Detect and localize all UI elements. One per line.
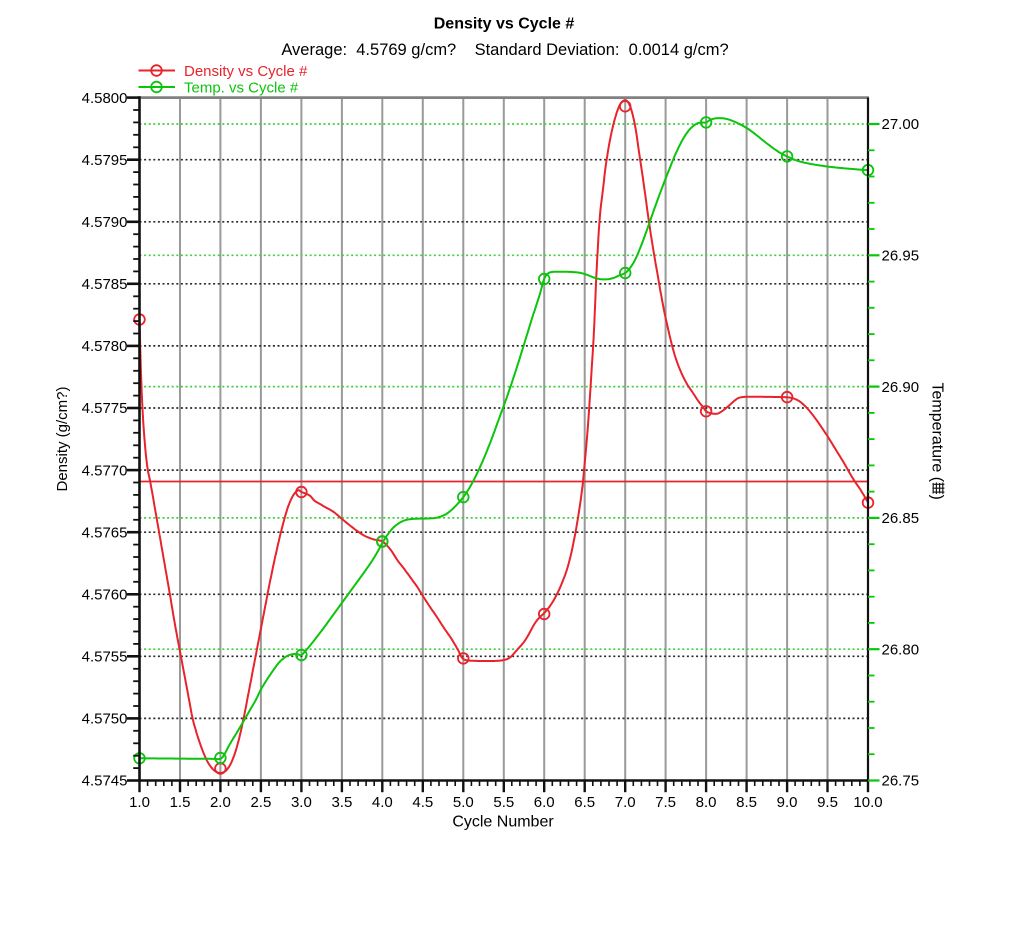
- svg-text:4.5770: 4.5770: [82, 462, 128, 479]
- svg-text:4.5765: 4.5765: [82, 524, 128, 541]
- svg-text:4.5800: 4.5800: [82, 90, 128, 107]
- svg-text:1.5: 1.5: [170, 794, 191, 811]
- svg-text:4.5745: 4.5745: [82, 773, 128, 790]
- svg-text:6.0: 6.0: [534, 794, 555, 811]
- svg-text:4.5790: 4.5790: [82, 214, 128, 231]
- svg-text:26.90: 26.90: [882, 379, 920, 396]
- svg-text:Temperature (: Temperature (: [928, 383, 945, 483]
- svg-text:8.5: 8.5: [736, 794, 757, 811]
- svg-text:Density vs Cycle #: Density vs Cycle #: [434, 16, 575, 33]
- svg-text:Density vs Cycle #: Density vs Cycle #: [184, 63, 308, 80]
- svg-text:4.5795: 4.5795: [82, 152, 128, 169]
- svg-text:Density (g/cm?): Density (g/cm?): [54, 386, 71, 491]
- svg-text:4.5785: 4.5785: [82, 276, 128, 293]
- svg-text:26.95: 26.95: [882, 248, 920, 265]
- svg-text:26.75: 26.75: [882, 773, 920, 790]
- svg-text:4.5780: 4.5780: [82, 338, 128, 355]
- svg-text:4.0: 4.0: [372, 794, 393, 811]
- svg-text:4.5760: 4.5760: [82, 587, 128, 604]
- svg-text:26.80: 26.80: [882, 641, 920, 658]
- svg-text:): ): [928, 495, 945, 500]
- svg-text:10.0: 10.0: [853, 794, 882, 811]
- svg-text:7.0: 7.0: [615, 794, 636, 811]
- svg-text:27.00: 27.00: [882, 116, 920, 133]
- svg-text:4.5750: 4.5750: [82, 711, 128, 728]
- svg-text:7.5: 7.5: [655, 794, 676, 811]
- svg-text:5.5: 5.5: [493, 794, 514, 811]
- svg-text:4.5775: 4.5775: [82, 400, 128, 417]
- svg-text:1.0: 1.0: [129, 794, 150, 811]
- svg-text:3.0: 3.0: [291, 794, 312, 811]
- svg-text:2.5: 2.5: [250, 794, 271, 811]
- svg-text:4.5755: 4.5755: [82, 649, 128, 666]
- svg-text:3.5: 3.5: [331, 794, 352, 811]
- svg-text:8.0: 8.0: [696, 794, 717, 811]
- svg-text:Average: 4.5769 g/cm? Stan: Average: 4.5769 g/cm? Standard Deviation…: [281, 41, 728, 59]
- svg-text:9.5: 9.5: [817, 794, 838, 811]
- svg-text:26.85: 26.85: [882, 510, 920, 527]
- svg-text:2.0: 2.0: [210, 794, 231, 811]
- svg-text:Temp. vs Cycle #: Temp. vs Cycle #: [184, 80, 299, 97]
- svg-text:Cycle Number: Cycle Number: [452, 814, 554, 831]
- svg-text:5.0: 5.0: [453, 794, 474, 811]
- svg-text:6.5: 6.5: [574, 794, 595, 811]
- svg-text:9.0: 9.0: [777, 794, 798, 811]
- svg-text:4.5: 4.5: [412, 794, 433, 811]
